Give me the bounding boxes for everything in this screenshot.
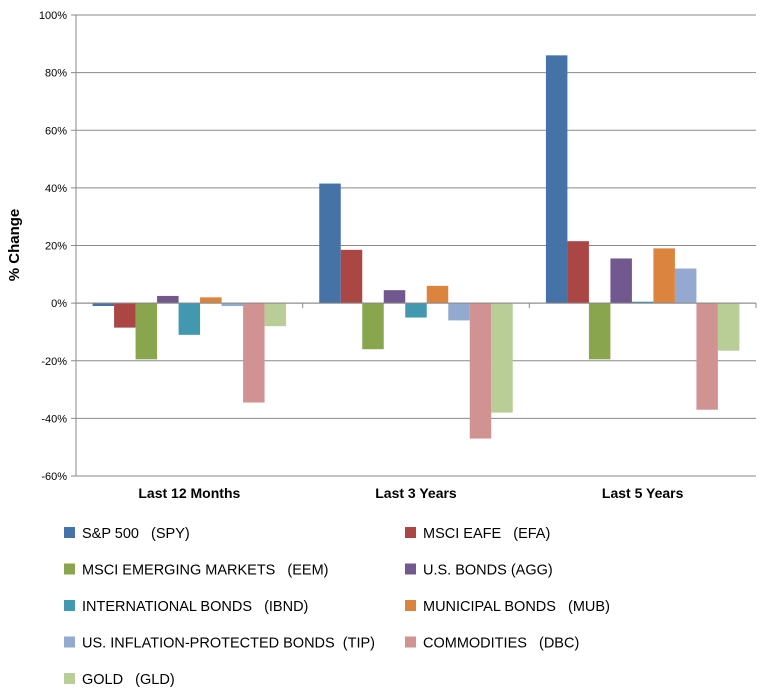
y-tick-label: -40% xyxy=(41,413,67,425)
category-labels: Last 12 Months Last 3 Years Last 5 Years xyxy=(138,485,683,501)
category-label: Last 12 Months xyxy=(138,485,240,501)
bar xyxy=(92,303,115,307)
y-tick-label: 100% xyxy=(39,10,67,22)
bar xyxy=(319,183,341,304)
bar xyxy=(135,303,158,360)
legend-label: U.S. BONDS (AGG) xyxy=(423,563,553,579)
legend-swatch xyxy=(64,673,75,684)
bar xyxy=(469,303,492,439)
bar xyxy=(545,55,568,304)
y-tick-label: 0% xyxy=(51,298,67,310)
bar xyxy=(696,303,718,410)
bar xyxy=(200,297,222,304)
y-tick-label: 60% xyxy=(45,125,67,137)
category-label: Last 3 Years xyxy=(375,485,457,501)
legend-label: GOLD (GLD) xyxy=(82,672,175,688)
legend-label: COMMODITIES (DBC) xyxy=(423,636,579,652)
legend-label: MSCI EMERGING MARKETS (EEM) xyxy=(82,563,329,579)
legend-swatch xyxy=(64,527,75,538)
legend-swatch xyxy=(64,636,75,648)
bar xyxy=(243,303,265,403)
legend: S&P 500 (SPY) MSCI EAFE (EFA) MSCI EMERGIN… xyxy=(64,526,610,688)
y-tick-label: -60% xyxy=(41,471,67,483)
bar xyxy=(588,303,611,360)
bar xyxy=(610,258,632,304)
axes xyxy=(75,15,757,476)
legend-swatch xyxy=(405,636,416,648)
legend-label: US. INFLATION-PROTECTED BONDS (TIP) xyxy=(82,636,375,652)
legend-label: MUNICIPAL BONDS (MUB) xyxy=(423,599,610,615)
bar xyxy=(653,248,675,304)
bars xyxy=(92,55,740,439)
bar xyxy=(426,285,449,304)
y-tick-label: 80% xyxy=(45,68,67,80)
legend-label: INTERNATIONAL BONDS (IBND) xyxy=(82,599,308,615)
legend-label: MSCI EAFE (EFA) xyxy=(423,526,550,542)
bar xyxy=(631,301,654,304)
gridlines xyxy=(71,14,756,477)
bar xyxy=(674,268,697,304)
bar xyxy=(264,303,287,327)
bar xyxy=(114,303,136,328)
bar xyxy=(340,249,363,304)
bar xyxy=(448,303,470,321)
y-axis-label: % Change xyxy=(6,209,23,282)
legend-label: S&P 500 (SPY) xyxy=(82,526,190,542)
bar xyxy=(491,303,513,413)
category-label: Last 5 Years xyxy=(602,485,684,501)
legend-swatch xyxy=(405,600,416,611)
bar xyxy=(405,303,427,318)
bar xyxy=(362,303,384,350)
y-tick-label: 40% xyxy=(45,183,67,195)
legend-swatch xyxy=(64,563,75,575)
y-tick-labels: -60% -40% -20% 0% 20% 40% 60% 80% 100% xyxy=(39,10,67,483)
bar xyxy=(717,303,740,351)
legend-swatch xyxy=(64,600,75,611)
bar xyxy=(178,303,201,335)
legend-swatch xyxy=(405,527,416,538)
bar xyxy=(157,295,179,304)
bar xyxy=(567,241,589,304)
y-tick-label: -20% xyxy=(41,356,67,368)
legend-swatch xyxy=(405,563,416,575)
bar xyxy=(383,290,406,304)
bar xyxy=(221,303,244,307)
y-tick-label: 20% xyxy=(45,241,67,253)
